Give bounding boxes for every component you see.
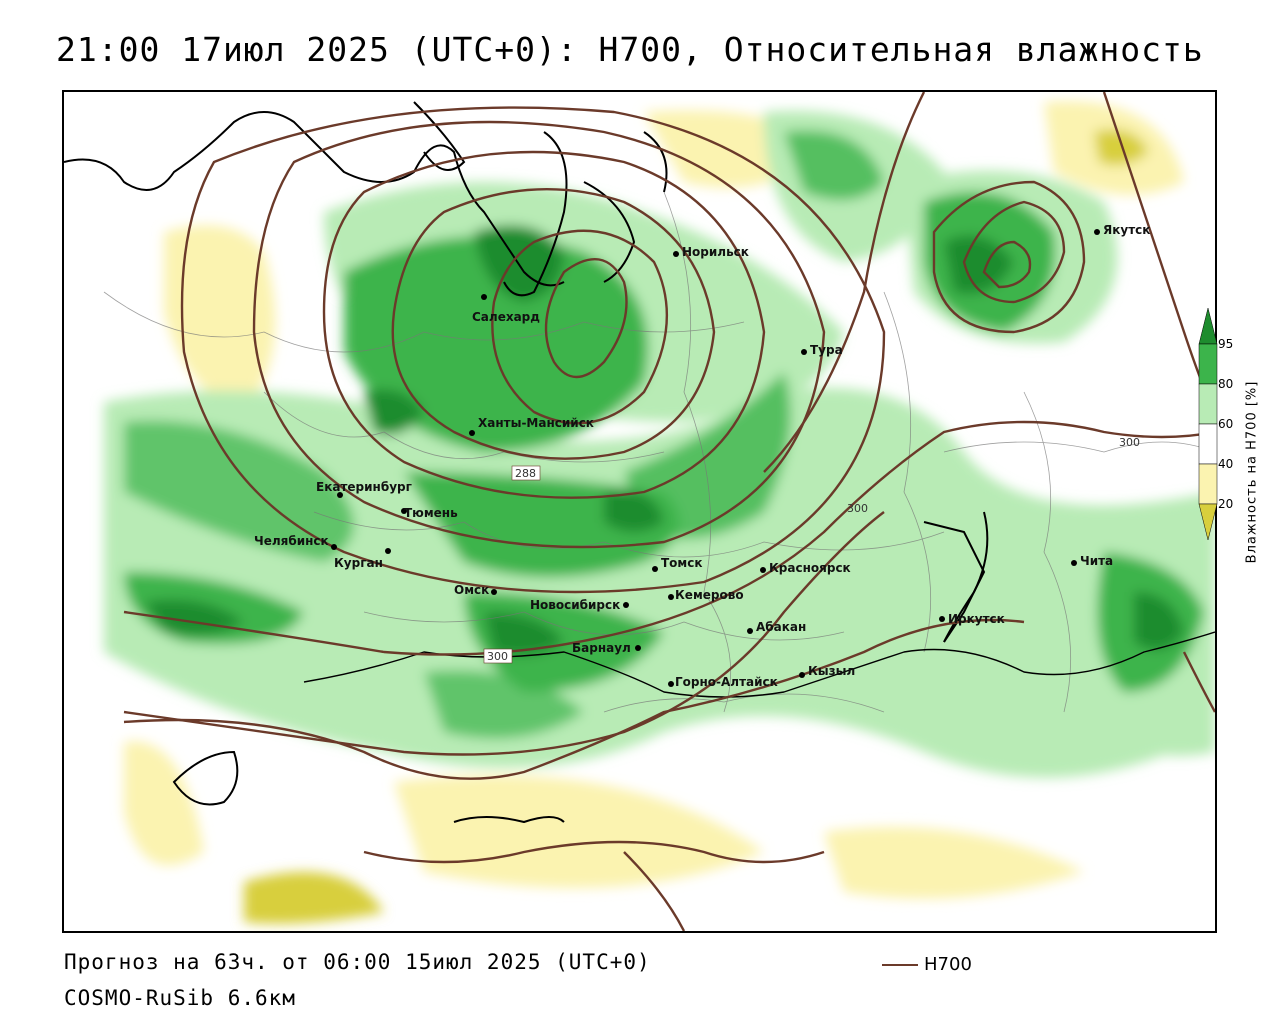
svg-text:288: 288: [515, 467, 536, 480]
city-label: Челябинск: [254, 534, 329, 548]
city-marker: Челябинск: [254, 534, 337, 550]
legend-band-80-95: [1198, 343, 1218, 385]
city-marker: Абакан: [747, 620, 806, 634]
contour-legend-label: H700: [924, 954, 972, 975]
city-marker: Норильск: [673, 245, 749, 259]
svg-text:300: 300: [487, 650, 508, 663]
city-label: Горно-Алтайск: [675, 675, 778, 689]
city-dot: [939, 616, 945, 622]
contour-legend-swatch: [882, 963, 918, 966]
city-dot: [1071, 560, 1077, 566]
city-dot: [385, 548, 391, 554]
legend-tick: 20: [1218, 497, 1234, 511]
city-label: Абакан: [756, 620, 806, 634]
city-dot: [469, 430, 475, 436]
city-dot: [747, 628, 753, 634]
forecast-info: Прогноз на 63ч. от 06:00 15июл 2025 (UTC…: [64, 950, 651, 974]
city-label: Тура: [810, 343, 843, 357]
legend-tick: 60: [1218, 417, 1234, 431]
legend-arrow-down: [1198, 503, 1218, 540]
legend-band-60-80: [1198, 383, 1218, 425]
city-dot: [668, 681, 674, 687]
city-label: Тюмень: [404, 506, 458, 520]
city-marker: Горно-Алтайск: [668, 675, 778, 689]
city-label: Красноярск: [769, 561, 851, 575]
legend-tick: 80: [1218, 377, 1234, 391]
city-marker: Иркутск: [939, 612, 1005, 626]
city-label: Кызыл: [808, 664, 855, 678]
city-marker: Кызыл: [799, 664, 855, 678]
city-dot: [401, 508, 407, 514]
city-marker: Екатеринбург: [316, 480, 412, 498]
legend-colorbar: [1198, 307, 1218, 540]
city-dot: [337, 492, 343, 498]
city-dot: [481, 294, 487, 300]
city-marker: Салехард: [472, 294, 540, 324]
contour-label: 300: [1119, 436, 1140, 449]
humidity-field: [104, 101, 1215, 924]
country-border: [303, 631, 1215, 698]
city-label: Омск: [454, 583, 489, 597]
city-dot: [652, 566, 658, 572]
city-marker: Красноярск: [760, 561, 851, 575]
city-marker: Томск: [652, 556, 703, 572]
legend-band-40-60: [1198, 423, 1218, 465]
legend-title-box: Влажность на H700 [%]: [1232, 352, 1272, 592]
city-marker: Барнаул: [572, 641, 641, 655]
legend-tick: 40: [1218, 457, 1234, 471]
model-name: COSMO-RuSib 6.6км: [64, 986, 296, 1010]
city-dot: [1094, 229, 1100, 235]
city-label: Екатеринбург: [316, 480, 412, 494]
page-title: 21:00 17июл 2025 (UTC+0): H700, Относите…: [56, 30, 1204, 69]
legend-title: Влажность на H700 [%]: [1244, 380, 1260, 564]
city-label: Иркутск: [948, 612, 1005, 626]
contour-label: 288: [511, 465, 541, 481]
city-marker: Якутск: [1094, 223, 1150, 237]
city-marker: Омск: [454, 583, 497, 597]
city-marker: Новосибирск: [530, 598, 629, 612]
city-dot: [801, 349, 807, 355]
city-marker: Ханты-Мансийск: [469, 416, 594, 436]
city-label: Салехард: [472, 310, 540, 324]
city-label: Норильск: [682, 245, 749, 259]
humidity-legend: 95 80 60 40 20: [1196, 300, 1280, 600]
city-marker: Тюмень: [401, 506, 458, 520]
svg-text:300: 300: [847, 502, 868, 515]
city-marker: Чита: [1071, 554, 1113, 568]
city-label: Якутск: [1103, 223, 1150, 237]
contour-labels: 288 300 300 300: [483, 436, 1140, 664]
region-borders: [103, 191, 1215, 713]
city-dot: [760, 567, 766, 573]
city-dot: [668, 594, 674, 600]
city-dot: [635, 645, 641, 651]
city-label: Курган: [334, 556, 383, 570]
city-label: Ханты-Мансийск: [478, 416, 594, 430]
city-dot: [331, 544, 337, 550]
city-dot: [799, 672, 805, 678]
city-label: Томск: [661, 556, 703, 570]
city-label: Новосибирск: [530, 598, 620, 612]
map-frame[interactable]: 288 300 300 300 Норильск Якутск Салехард Ту…: [62, 90, 1217, 933]
cities-layer: Норильск Якутск Салехард Тура Ханты-Мансийск…: [254, 223, 1150, 689]
contour-label: 300: [847, 502, 868, 515]
contour-legend: H700: [882, 954, 972, 975]
city-dot: [623, 602, 629, 608]
legend-arrow-up: [1198, 307, 1218, 345]
contour-label: 300: [483, 648, 513, 664]
h700-contours: [123, 92, 1215, 931]
city-dot: [491, 589, 497, 595]
city-dot: [673, 251, 679, 257]
city-marker: Кемерово: [668, 588, 744, 602]
city-label: Барнаул: [572, 641, 631, 655]
city-marker: Курган: [334, 548, 391, 570]
city-label: Кемерово: [675, 588, 744, 602]
svg-text:300: 300: [1119, 436, 1140, 449]
city-marker: Тура: [801, 343, 843, 357]
legend-band-20-40: [1198, 463, 1218, 505]
city-label: Чита: [1080, 554, 1113, 568]
map-canvas[interactable]: 288 300 300 300 Норильск Якутск Салехард Ту…: [64, 92, 1215, 931]
legend-tick: 95: [1218, 337, 1234, 351]
